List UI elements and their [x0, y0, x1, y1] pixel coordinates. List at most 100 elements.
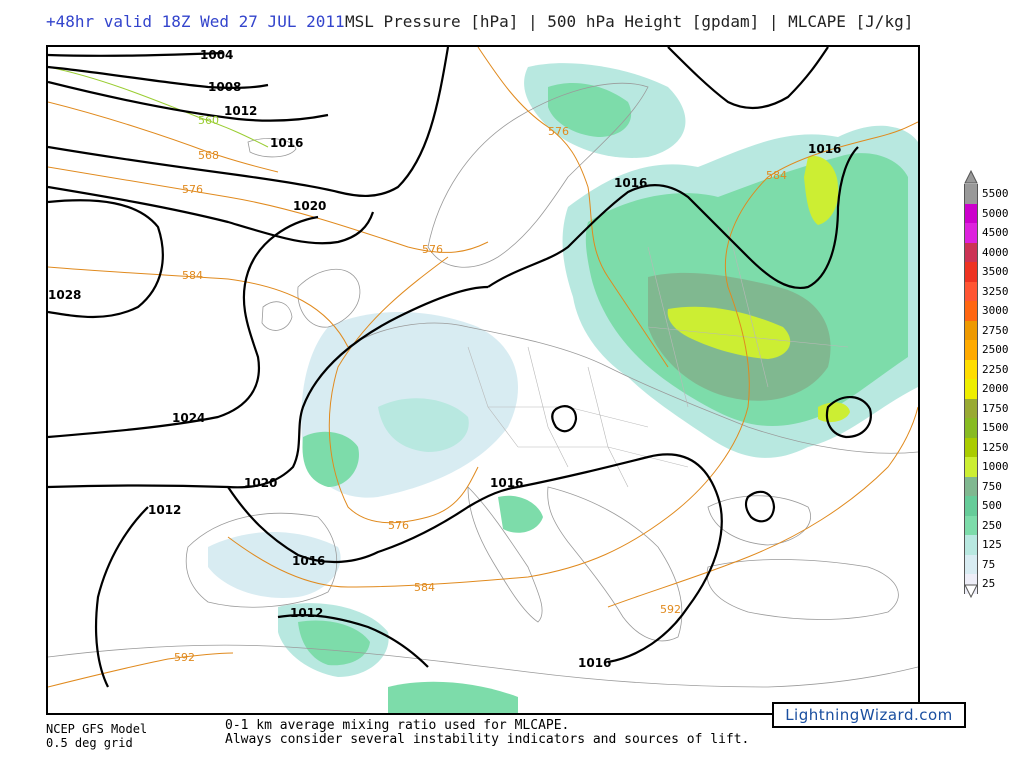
height-label: 576	[548, 125, 569, 138]
legend-swatch	[964, 535, 978, 555]
legend-level: 3000	[964, 301, 1024, 321]
coast-ireland	[261, 301, 293, 331]
height-label: 576	[182, 183, 203, 196]
coast-italy	[467, 486, 543, 623]
isobar-label: 1008	[208, 80, 241, 94]
isobar-label: 1028	[48, 288, 81, 302]
isobar-1020-main	[48, 285, 489, 489]
legend-swatch	[964, 301, 978, 321]
cape-legend: 5500 5000 4500 4000 3500 3250 3000 2750 2500 2250…	[964, 170, 1024, 600]
isobar-1012-north	[48, 80, 329, 122]
legend-label: 4500	[982, 226, 1009, 239]
isobar-1004	[48, 51, 224, 57]
legend-label: 4000	[982, 245, 1009, 259]
legend-label: 1750	[982, 401, 1009, 415]
legend-swatch	[964, 184, 978, 204]
legend-swatch	[964, 515, 978, 535]
isobar-label: 1016	[614, 176, 647, 190]
legend-level: 3250	[964, 281, 1024, 301]
coast-balkans	[547, 486, 683, 642]
coast-europe-mainland	[347, 322, 918, 454]
isobar-1016-north	[48, 47, 450, 198]
height-label: 576	[388, 519, 409, 532]
brand-link[interactable]: LightningWizard.com	[772, 702, 966, 728]
isobar-label: 1024	[172, 411, 205, 425]
coast-british-isles	[297, 268, 361, 328]
legend-label: 125	[982, 538, 1002, 551]
legend-swatch	[964, 437, 978, 457]
legend-label: 2500	[982, 343, 1009, 356]
legend-level: 750	[964, 476, 1024, 496]
legend-label: 1250	[982, 440, 1009, 454]
legend-label: 75	[982, 557, 996, 571]
cape-area-iberia	[208, 532, 341, 598]
cape-area-france	[302, 431, 359, 487]
isobar-label: 1020	[293, 199, 326, 213]
cape-area-east-yellow	[667, 306, 791, 359]
legend-swatch	[964, 359, 978, 379]
legend-bottom-arrow-icon	[964, 584, 978, 598]
isobar-label: 1016	[292, 554, 325, 568]
height-label: 576	[422, 243, 443, 256]
legend-label: 2250	[982, 362, 1009, 376]
isobar-1008	[48, 65, 269, 89]
legend-level: 125	[964, 535, 1024, 555]
cape-area-italy	[498, 495, 543, 533]
legend-label: 2000	[982, 382, 1009, 395]
legend-swatch	[964, 242, 978, 262]
legend-label: 250	[982, 518, 1002, 532]
legend-swatch	[964, 203, 978, 223]
legend-swatch	[964, 340, 978, 360]
legend-swatch	[964, 281, 978, 301]
cape-shading	[208, 63, 918, 713]
isobar-1012-west	[94, 506, 149, 688]
legend-label: 5500	[982, 187, 1009, 200]
legend-label: 3250	[982, 284, 1009, 298]
legend-label: 3000	[982, 304, 1009, 317]
height-label: 568	[198, 149, 219, 162]
cape-area-alps	[378, 398, 469, 452]
legend-swatch	[964, 223, 978, 243]
cape-area-africa	[388, 681, 518, 713]
height-contour-576-west	[48, 166, 489, 253]
legend-swatch	[964, 554, 978, 574]
isobar-label: 1004	[200, 48, 233, 62]
isobar-labels: 1004 1008 1012 1016 1020 1028 1024 1020 …	[48, 48, 841, 670]
legend-swatch	[964, 496, 978, 516]
coast-turkey	[706, 559, 899, 620]
isobar-1016-ne-top	[667, 47, 829, 110]
borders-east	[647, 226, 849, 408]
legend-level: 2000	[964, 379, 1024, 399]
isobar-1012-south	[277, 613, 429, 668]
isobar-label: 1016	[808, 142, 841, 156]
coastlines	[48, 82, 918, 688]
isobar-label: 1016	[578, 656, 611, 670]
isobar-1016-southeast	[517, 453, 723, 664]
fields-title: MSL Pressure [hPa] | 500 hPa Height [gpd…	[345, 12, 914, 31]
isobar-label: 1012	[290, 606, 323, 620]
isobar-1016-east-ridge	[487, 146, 859, 290]
height-contour-576-loop	[328, 256, 479, 524]
legend-label: 3500	[982, 265, 1009, 278]
grid-resolution: 0.5 deg grid	[46, 736, 133, 750]
legend-level: 2500	[964, 340, 1024, 360]
isobar-1028	[48, 199, 164, 319]
legend-swatch	[964, 320, 978, 340]
coast-iberia	[185, 512, 338, 608]
isobar-label: 1012	[148, 503, 181, 517]
legend-level: 1000	[964, 457, 1024, 477]
height-labels: 560 568 576 584 576 576 576 584 584 592 …	[174, 114, 787, 664]
legend-level: 75	[964, 554, 1024, 574]
isobar-label: 1016	[490, 476, 523, 490]
legend-label: 1000	[982, 460, 1009, 473]
footer-note-line1: 0-1 km average mixing ratio used for MLC…	[225, 718, 570, 733]
isobar-label: 1020	[244, 476, 277, 490]
borders-central	[467, 346, 689, 488]
height-contour-568	[48, 101, 279, 173]
isobar-label: 1016	[270, 136, 303, 150]
isobar-1024	[48, 215, 319, 439]
height-contour-576-scand	[477, 47, 669, 368]
footer-note-line2: Always consider several instability indi…	[225, 732, 750, 747]
legend-swatch	[964, 262, 978, 282]
legend-label: 750	[982, 479, 1002, 493]
